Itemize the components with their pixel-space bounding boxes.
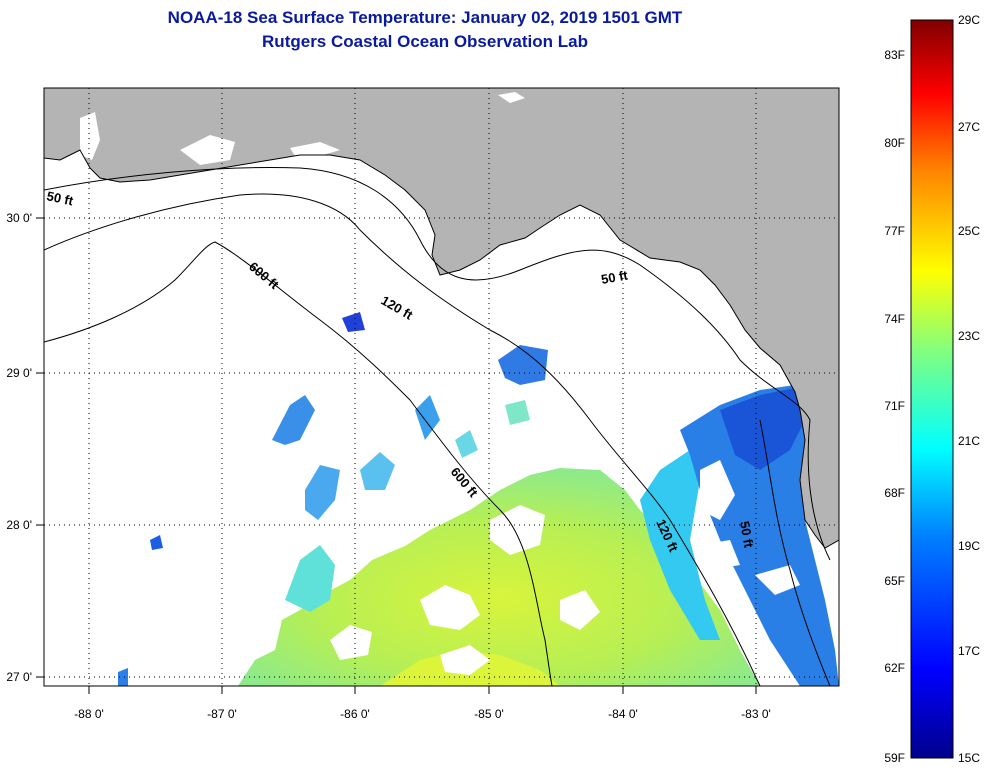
axis-ticks	[36, 217, 757, 694]
lat-label: 30 0'	[6, 211, 32, 225]
colorbar-f-label: 80F	[884, 136, 905, 150]
map-title: NOAA-18 Sea Surface Temperature: January…	[167, 8, 683, 27]
lon-label: -84 0'	[608, 707, 638, 721]
map-subtitle: Rutgers Coastal Ocean Observation Lab	[262, 32, 588, 51]
colorbar-c-label: 15C	[958, 751, 980, 765]
colorbar-f-label: 62F	[884, 661, 905, 675]
map-panel: 50 ft 600 ft 120 ft 50 ft 600 ft 120 ft …	[44, 88, 839, 686]
map-border	[43, 87, 840, 687]
colorbar-c-label: 19C	[958, 539, 980, 553]
land-mass	[44, 88, 839, 548]
contour-label-50ft-bigbend: 50 ft	[600, 267, 630, 287]
lon-label: -87 0'	[207, 707, 237, 721]
colorbar-c-label: 25C	[958, 224, 980, 238]
colorbar-f-label: 77F	[884, 224, 905, 238]
colorbar-f-label: 68F	[884, 486, 905, 500]
lat-label: 27 0'	[6, 670, 32, 684]
contour-label-50ft-west: 50 ft	[45, 188, 75, 208]
lon-label: -83 0'	[741, 707, 771, 721]
depth-contours	[44, 166, 831, 686]
colorbar-f-label: 59F	[884, 751, 905, 765]
colorbar-f-label: 74F	[884, 312, 905, 326]
lat-label: 29 0'	[6, 366, 32, 380]
colorbar-c-label: 27C	[958, 120, 980, 134]
colorbar-f-label: 83F	[884, 48, 905, 62]
lon-label: -88 0'	[74, 707, 104, 721]
colorbar-c-label: 29C	[958, 13, 980, 27]
colorbar-f-label: 65F	[884, 574, 905, 588]
colorbar-f-label: 71F	[884, 399, 905, 413]
colorbar-c-label: 23C	[958, 329, 980, 343]
lon-label: -85 0'	[474, 707, 504, 721]
lon-label: -86 0'	[340, 707, 370, 721]
color-scale-bar: 83F 80F 77F 74F 71F 68F 65F 62F 59F 29C …	[884, 13, 980, 765]
lat-label: 28 0'	[6, 518, 32, 532]
colorbar-c-label: 21C	[958, 434, 980, 448]
colorbar-c-label: 17C	[958, 644, 980, 658]
sst-data-layer	[118, 312, 839, 686]
contour-label-50ft-east: 50 ft	[737, 520, 757, 550]
